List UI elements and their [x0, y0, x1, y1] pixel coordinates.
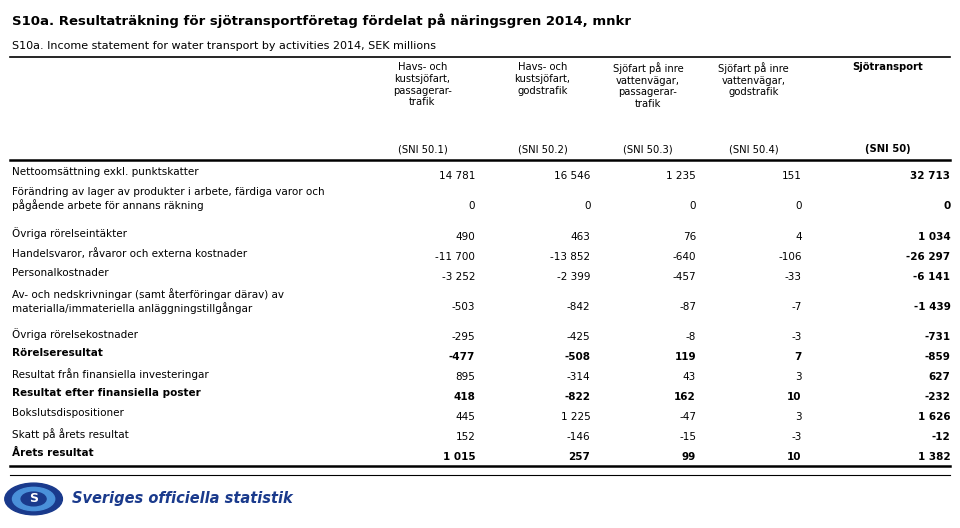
- Text: 10: 10: [787, 452, 802, 462]
- Text: -295: -295: [451, 332, 475, 342]
- Text: Sjötransport: Sjötransport: [852, 62, 924, 72]
- Text: 895: 895: [455, 372, 475, 382]
- Text: -47: -47: [679, 412, 696, 422]
- Text: S10a. Income statement for water transport by activities 2014, SEK millions: S10a. Income statement for water transpo…: [12, 41, 436, 51]
- Text: Bokslutsdispositioner: Bokslutsdispositioner: [12, 408, 124, 418]
- Text: Rörelseresultat: Rörelseresultat: [12, 348, 103, 358]
- Text: -232: -232: [924, 392, 950, 402]
- Text: Sveriges officiella statistik: Sveriges officiella statistik: [72, 492, 293, 506]
- Text: 152: 152: [455, 432, 475, 442]
- Text: 0: 0: [584, 202, 590, 211]
- Text: Resultat efter finansiella poster: Resultat efter finansiella poster: [12, 388, 201, 398]
- Text: 119: 119: [674, 352, 696, 362]
- Text: -3: -3: [791, 432, 802, 442]
- Text: -3 252: -3 252: [442, 272, 475, 281]
- Text: 1 235: 1 235: [666, 172, 696, 181]
- Text: -87: -87: [679, 302, 696, 312]
- Text: 418: 418: [453, 392, 475, 402]
- Text: Havs- och
kustsjöfart,
godstrafik: Havs- och kustsjöfart, godstrafik: [515, 62, 570, 96]
- Text: (SNI 50.2): (SNI 50.2): [517, 144, 567, 154]
- Text: 445: 445: [455, 412, 475, 422]
- Text: 162: 162: [674, 392, 696, 402]
- Text: 3: 3: [795, 412, 802, 422]
- Text: Nettoomsättning exkl. punktskatter: Nettoomsättning exkl. punktskatter: [12, 167, 198, 177]
- Text: 151: 151: [781, 172, 802, 181]
- Text: (SNI 50.3): (SNI 50.3): [623, 144, 673, 154]
- Text: -457: -457: [672, 272, 696, 281]
- Text: Årets resultat: Årets resultat: [12, 448, 93, 458]
- Text: 257: 257: [568, 452, 590, 462]
- Text: 1 225: 1 225: [561, 412, 590, 422]
- Text: -859: -859: [924, 352, 950, 362]
- Text: Sjöfart på inre
vattenvägar,
passagerar-
trafik: Sjöfart på inre vattenvägar, passagerar-…: [612, 62, 684, 109]
- Text: 0: 0: [795, 202, 802, 211]
- Text: -2 399: -2 399: [557, 272, 590, 281]
- Text: Av- och nedskrivningar (samt återföringar därav) av
materialla/immateriella anlä: Av- och nedskrivningar (samt återföringa…: [12, 288, 283, 314]
- Text: 3: 3: [795, 372, 802, 382]
- Text: (SNI 50.4): (SNI 50.4): [729, 144, 779, 154]
- Text: 0: 0: [689, 202, 696, 211]
- Text: 1 382: 1 382: [918, 452, 950, 462]
- Text: 1 626: 1 626: [918, 412, 950, 422]
- Text: 463: 463: [570, 232, 590, 241]
- Text: Havs- och
kustsjöfart,
passagerar-
trafik: Havs- och kustsjöfart, passagerar- trafi…: [393, 62, 452, 107]
- Text: 7: 7: [794, 352, 802, 362]
- Text: -33: -33: [784, 272, 802, 281]
- Text: 10: 10: [787, 392, 802, 402]
- Text: 16 546: 16 546: [554, 172, 590, 181]
- Text: -640: -640: [673, 252, 696, 261]
- Text: (SNI 50.1): (SNI 50.1): [397, 144, 447, 154]
- Text: 0: 0: [468, 202, 475, 211]
- Text: 490: 490: [455, 232, 475, 241]
- Text: Handelsvaror, råvaror och externa kostnader: Handelsvaror, råvaror och externa kostna…: [12, 248, 247, 259]
- Text: -13 852: -13 852: [550, 252, 590, 261]
- Text: -842: -842: [566, 302, 590, 312]
- Text: Resultat från finansiella investeringar: Resultat från finansiella investeringar: [12, 368, 208, 380]
- Text: -106: -106: [779, 252, 802, 261]
- Text: -425: -425: [566, 332, 590, 342]
- Text: -6 141: -6 141: [913, 272, 950, 281]
- Text: 32 713: 32 713: [910, 172, 950, 181]
- Text: Övriga rörelseintäkter: Övriga rörelseintäkter: [12, 228, 127, 240]
- Text: 1 034: 1 034: [918, 232, 950, 241]
- Text: Förändring av lager av produkter i arbete, färdiga varor och
pågående arbete för: Förändring av lager av produkter i arbet…: [12, 187, 324, 211]
- Text: 99: 99: [682, 452, 696, 462]
- Text: Personalkostnader: Personalkostnader: [12, 268, 108, 278]
- Text: Övriga rörelsekostnader: Övriga rörelsekostnader: [12, 328, 137, 340]
- Text: S10a. Resultaträkning för sjötransportföretag fördelat på näringsgren 2014, mnkr: S10a. Resultaträkning för sjötransportfö…: [12, 13, 631, 28]
- Text: S: S: [29, 493, 38, 505]
- Text: -822: -822: [564, 392, 590, 402]
- Text: 76: 76: [683, 232, 696, 241]
- Text: 1 015: 1 015: [443, 452, 475, 462]
- Text: Sjöfart på inre
vattenvägar,
godstrafik: Sjöfart på inre vattenvägar, godstrafik: [718, 62, 789, 97]
- Text: 14 781: 14 781: [439, 172, 475, 181]
- Text: 43: 43: [683, 372, 696, 382]
- Text: -508: -508: [564, 352, 590, 362]
- Text: (SNI 50): (SNI 50): [865, 144, 911, 154]
- Text: -503: -503: [452, 302, 475, 312]
- Text: -11 700: -11 700: [435, 252, 475, 261]
- Text: -3: -3: [791, 332, 802, 342]
- Text: -15: -15: [679, 432, 696, 442]
- Text: -731: -731: [924, 332, 950, 342]
- Text: -26 297: -26 297: [906, 252, 950, 261]
- Text: -1 439: -1 439: [914, 302, 950, 312]
- Text: -146: -146: [566, 432, 590, 442]
- Text: 627: 627: [928, 372, 950, 382]
- Text: -314: -314: [566, 372, 590, 382]
- Text: -7: -7: [791, 302, 802, 312]
- Text: 4: 4: [795, 232, 802, 241]
- Text: -8: -8: [685, 332, 696, 342]
- Text: Skatt på årets resultat: Skatt på årets resultat: [12, 428, 129, 440]
- Text: -477: -477: [449, 352, 475, 362]
- Text: -12: -12: [931, 432, 950, 442]
- Text: 0: 0: [943, 202, 950, 211]
